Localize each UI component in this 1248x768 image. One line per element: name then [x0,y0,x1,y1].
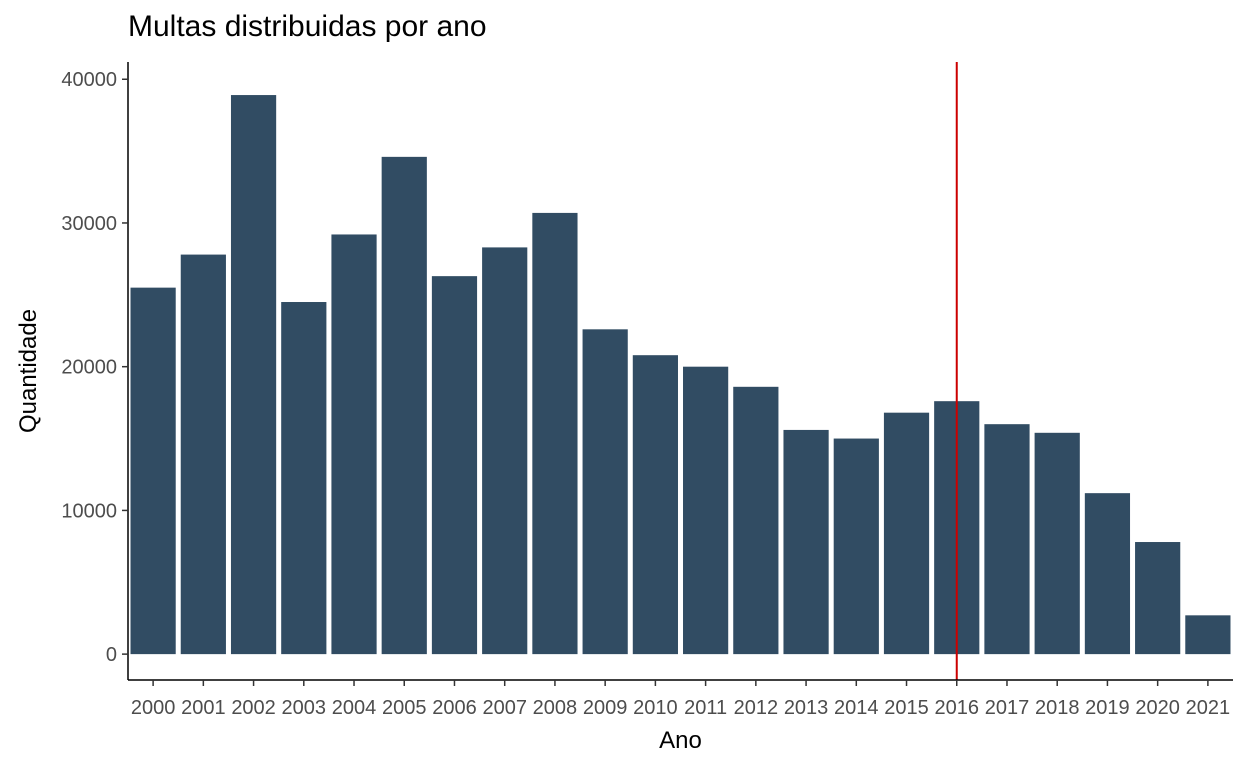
x-tick-label: 2018 [1035,697,1080,719]
bar-2015 [883,412,930,655]
x-tick-label: 2008 [533,697,578,719]
bar-2008 [532,212,578,655]
bar-2001 [180,254,226,655]
x-tick-label: 2015 [884,697,929,719]
y-tick-label: 0 [106,644,117,666]
y-tick-label: 40000 [61,69,117,91]
x-tick-label: 2000 [131,697,176,719]
bar-2002 [230,95,277,655]
bar-2013 [783,429,829,655]
x-tick-label: 2003 [282,697,327,719]
x-tick-label: 2007 [482,697,527,719]
x-tick-label: 2017 [985,697,1030,719]
bar-2007 [482,247,528,655]
bar-2017 [984,424,1030,655]
chart-title: Multas distribuidas por ano [128,10,487,43]
x-tick-label: 2009 [583,697,628,719]
x-tick-label: 2006 [432,697,477,719]
bar-2003 [281,302,327,655]
x-tick-label: 2010 [633,697,678,719]
bar-2012 [733,386,779,655]
bar-2019 [1084,493,1131,655]
bar-2006 [431,276,478,655]
x-tick-label: 2014 [834,697,879,719]
x-tick-label: 2001 [181,697,226,719]
x-tick-label: 2011 [684,697,727,719]
y-tick-label: 10000 [61,500,117,522]
x-tick-label: 2005 [382,697,427,719]
bar-2011 [683,366,729,655]
bar-2020 [1135,542,1181,655]
x-axis-title: Ano [659,727,702,754]
x-tick-label: 2020 [1135,697,1180,719]
bar-2005 [381,156,427,655]
bar-2010 [632,355,678,655]
bar-2014 [833,438,879,655]
bar-2018 [1034,432,1080,655]
bar-2004 [331,234,377,655]
bar-2000 [130,287,176,655]
x-tick-label: 2004 [332,697,377,719]
x-tick-label: 2021 [1186,697,1231,719]
bar-2021 [1185,615,1231,655]
bars-group [130,95,1231,655]
x-tick-label: 2019 [1085,697,1130,719]
x-tick-label: 2002 [231,697,276,719]
y-axis-title: Quantidade [15,309,42,433]
y-tick-label: 30000 [61,213,117,235]
x-tick-label: 2016 [935,697,980,719]
bar-2009 [582,329,628,655]
x-tick-label: 2013 [784,697,829,719]
y-tick-label: 20000 [61,357,117,379]
x-tick-label: 2012 [734,697,779,719]
